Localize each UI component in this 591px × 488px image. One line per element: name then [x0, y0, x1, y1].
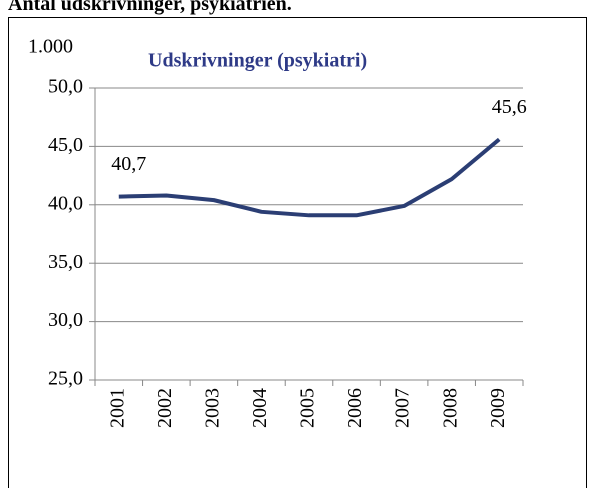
- y-unit-label: 1.000: [28, 36, 73, 58]
- data-label: 40,7: [111, 153, 146, 175]
- x-tick-label: 2001: [106, 388, 128, 428]
- x-tick-label: 2007: [392, 388, 414, 428]
- data-label: 45,6: [492, 96, 527, 118]
- x-tick-label: 2003: [201, 388, 223, 428]
- chart-border: [8, 17, 587, 488]
- x-tick-label: 2006: [344, 388, 366, 428]
- x-tick-label: 2002: [154, 388, 176, 428]
- x-tick-label: 2009: [487, 388, 509, 428]
- x-tick-label: 2004: [249, 388, 271, 428]
- page-title: Antal udskrivninger, psykiatrien.: [8, 0, 292, 15]
- y-tick-label: 35,0: [48, 251, 83, 273]
- y-tick-label: 30,0: [48, 309, 83, 331]
- y-tick-label: 45,0: [48, 134, 83, 156]
- y-tick-label: 50,0: [48, 76, 83, 98]
- data-line: [118, 137, 501, 218]
- y-tick-label: 40,0: [48, 192, 83, 214]
- y-tick-label: 25,0: [48, 368, 83, 390]
- x-tick-label: 2008: [439, 388, 461, 428]
- x-tick-label: 2005: [297, 388, 319, 428]
- chart-title: Udskrivninger (psykiatri): [148, 50, 367, 72]
